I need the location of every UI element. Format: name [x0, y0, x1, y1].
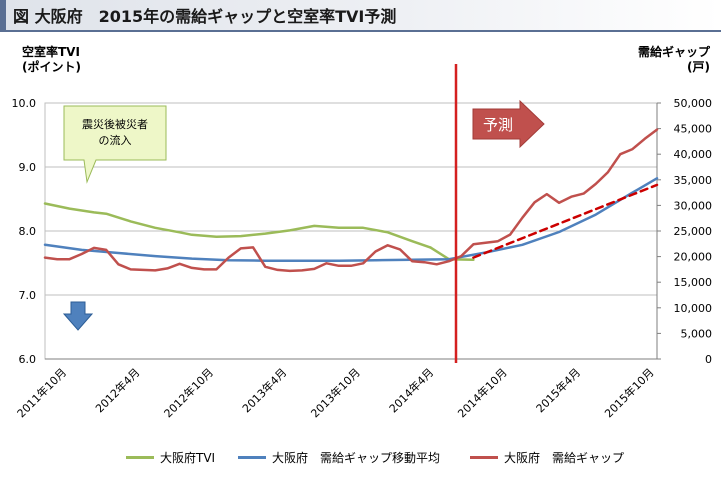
- x-tick-label: 2014年10月: [455, 365, 510, 420]
- legend-item-tvi: 大阪府TVI: [126, 449, 215, 466]
- x-tick-label: 2015年4月: [533, 365, 583, 415]
- y-left-tick-label: 7.0: [19, 289, 37, 302]
- y-right-tick-label: 10,000: [674, 302, 713, 315]
- left-axis-title-line-2: (ポイント): [22, 60, 81, 74]
- x-tick-label: 2011年10月: [14, 365, 69, 420]
- title-background: [6, 0, 721, 30]
- y-right-tick-label: 40,000: [674, 148, 713, 161]
- y-right-tick-label: 45,000: [674, 123, 713, 136]
- forecast-arrow: [472, 99, 545, 149]
- y-right-tick-label: 0: [705, 353, 712, 366]
- title-accent: [0, 0, 6, 30]
- right-axis-title-line-2: (戸): [687, 60, 710, 74]
- left-axis-title: 空室率TVI (ポイント): [22, 45, 81, 75]
- legend-swatch-gap: [470, 456, 498, 459]
- forecast-label: 予測: [483, 116, 513, 134]
- legend-swatch-tvi: [126, 456, 154, 459]
- annotation-callout: [63, 105, 167, 184]
- y-right-tick-label: 20,000: [674, 251, 713, 264]
- y-left-tick-label: 9.0: [19, 161, 37, 174]
- legend-label-gap: 大阪府 需給ギャップ: [504, 451, 625, 465]
- legend-item-gap: 大阪府 需給ギャップ: [470, 449, 624, 466]
- legend-label-ma: 大阪府 需給ギャップ移動平均: [272, 451, 441, 465]
- y-left-tick-label: 10.0: [12, 97, 37, 110]
- x-tick-label: 2012年10月: [161, 365, 216, 420]
- y-left-tick-label: 6.0: [19, 353, 37, 366]
- x-tick-label: 2013年4月: [239, 365, 289, 415]
- series-line-gap: [43, 128, 659, 273]
- annotation-text-line-1: 震災後被災者: [82, 117, 148, 131]
- x-tick-label: 2013年10月: [308, 365, 363, 420]
- right-axis-title-line-1: 需給ギャップ: [637, 45, 710, 59]
- series-line-tvi: [43, 202, 432, 249]
- y-right-tick-label: 5,000: [681, 327, 713, 340]
- legend-swatch-ma: [238, 456, 266, 459]
- page-title: 図 大阪府 2015年の需給ギャップと空室率TVI予測: [13, 7, 397, 26]
- title-underline: [0, 30, 721, 32]
- y-left-tick-label: 8.0: [19, 225, 37, 238]
- y-right-tick-label: 30,000: [674, 199, 713, 212]
- x-tick-label: 2012年4月: [92, 365, 142, 415]
- legend-label-tvi: 大阪府TVI: [160, 451, 216, 465]
- down-arrow-icon: [62, 301, 94, 331]
- y-right-tick-label: 25,000: [674, 225, 713, 238]
- right-axis-title: 需給ギャップ (戸): [634, 45, 710, 75]
- left-axis-title-line-1: 空室率TVI: [22, 45, 80, 59]
- legend: 大阪府TVI 大阪府 需給ギャップ移動平均 大阪府 需給ギャップ: [0, 449, 721, 465]
- y-right-tick-label: 15,000: [674, 276, 713, 289]
- x-tick-label: 2015年10月: [601, 365, 656, 420]
- legend-item-ma: 大阪府 需給ギャップ移動平均: [238, 449, 440, 466]
- title-bar: 図 大阪府 2015年の需給ギャップと空室率TVI予測: [0, 0, 721, 30]
- y-right-tick-label: 50,000: [674, 97, 713, 110]
- series-line-ma: [43, 177, 659, 262]
- x-tick-label: 2014年4月: [386, 365, 436, 415]
- annotation-text-line-2: の流入: [99, 133, 132, 147]
- y-right-tick-label: 35,000: [674, 174, 713, 187]
- series-line-forecast: [472, 183, 659, 259]
